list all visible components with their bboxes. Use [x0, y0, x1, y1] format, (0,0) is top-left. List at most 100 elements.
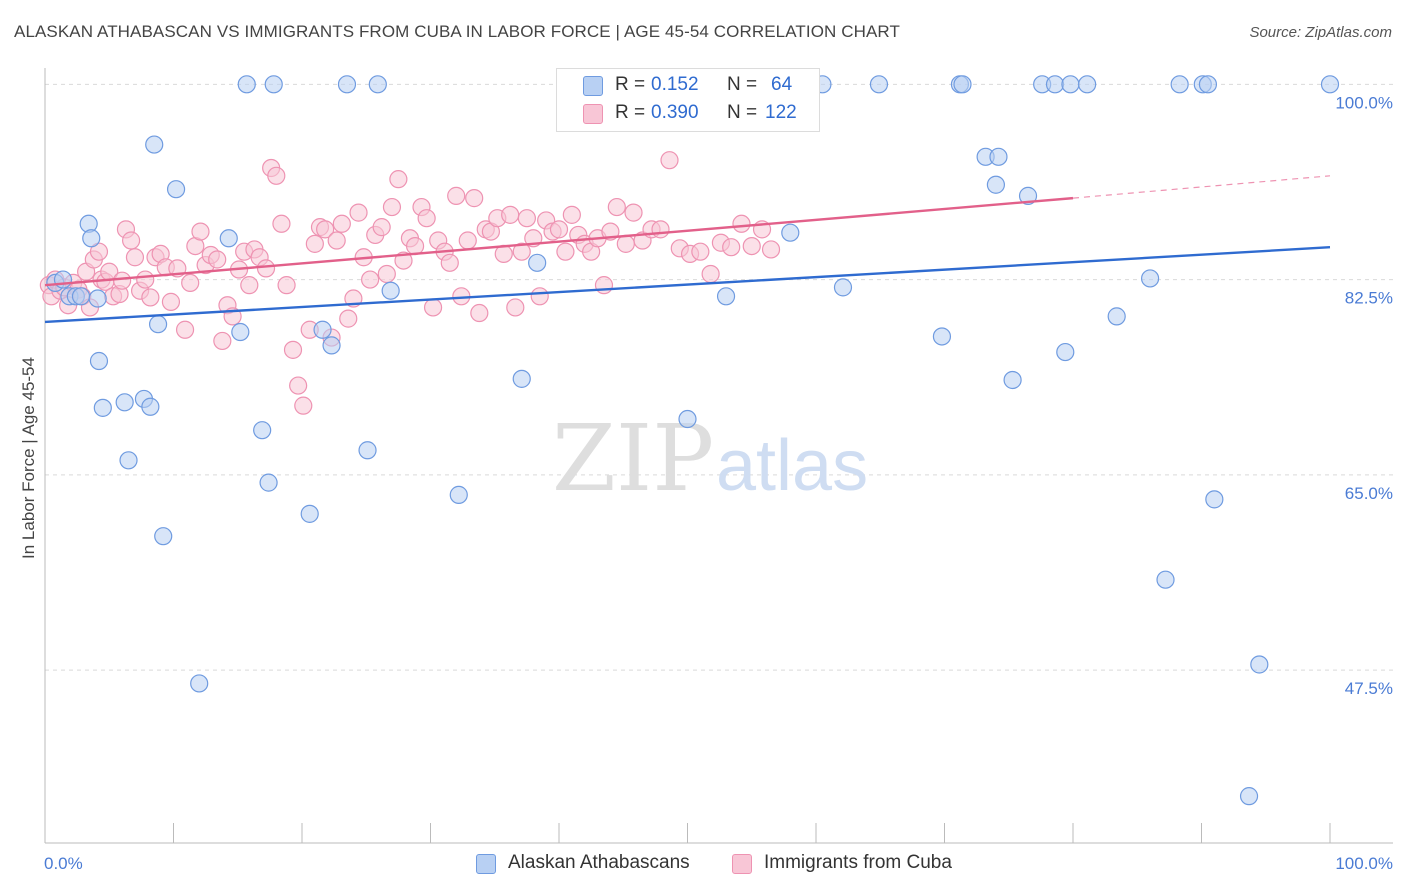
- cuba-point-79: [447, 186, 466, 205]
- cuba-point-48: [272, 214, 291, 233]
- athabascan-point-11: [119, 451, 138, 470]
- legend-swatch-blue: [583, 76, 603, 96]
- series-immigrants-from-cuba: [39, 151, 781, 415]
- athabascan-point-4: [71, 287, 91, 306]
- athabascan-point-29: [358, 441, 377, 460]
- cuba-point-56: [316, 220, 335, 239]
- athabascan-point-32: [449, 485, 468, 504]
- cuba-point-110: [651, 220, 670, 239]
- athabascan-point-48: [1018, 186, 1038, 205]
- x-tick-label-min: 0.0%: [44, 854, 83, 873]
- cuba-point-119: [742, 236, 761, 256]
- athabascan-point-63: [1320, 75, 1340, 94]
- cuba-point-117: [722, 238, 741, 257]
- cuba-point-105: [607, 197, 626, 217]
- athabascan-point-39: [833, 278, 853, 297]
- cuba-point-45: [256, 259, 276, 278]
- athabascan-point-43: [953, 75, 972, 94]
- watermark-atlas: atlas: [716, 426, 868, 506]
- athabascan-point-28: [337, 75, 357, 94]
- x-tick-label-max: 100.0%: [1335, 854, 1393, 873]
- athabascan-point-23: [259, 473, 278, 492]
- cuba-point-20: [121, 231, 141, 250]
- athabascan-point-17: [166, 180, 186, 199]
- trend-line-cuba: [44, 196, 1074, 287]
- athabascan-point-47: [1003, 370, 1022, 390]
- athabascan-point-46: [989, 147, 1008, 166]
- athabascan-point-30: [368, 75, 387, 94]
- athabascan-point-53: [1078, 75, 1097, 94]
- y-tick-label-0: 47.5%: [1345, 679, 1393, 698]
- cuba-point-24: [141, 288, 160, 307]
- y-tick-labels: 47.5% 65.0% 82.5% 100.0%: [1335, 93, 1393, 698]
- athabascan-point-14: [145, 135, 164, 154]
- cuba-point-66: [372, 218, 391, 237]
- cuba-point-58: [327, 231, 346, 250]
- cuba-point-67: [377, 264, 396, 284]
- athabascan-point-45: [986, 175, 1006, 194]
- cuba-point-81: [458, 231, 477, 250]
- cuba-point-106: [616, 234, 635, 253]
- cuba-point-114: [691, 242, 710, 261]
- legend-swatch-pink: [732, 854, 752, 874]
- cuba-point-21: [125, 248, 145, 267]
- athabascan-point-35: [678, 409, 697, 429]
- cuba-point-115: [701, 264, 720, 284]
- athabascan-point-9: [93, 398, 112, 417]
- cuba-point-74: [417, 209, 436, 228]
- cuba-point-96: [549, 220, 569, 239]
- legend-n-label: N =: [727, 74, 758, 95]
- legend-row-cuba: R = 0.390 N = 122: [557, 101, 819, 127]
- trend-line-athabascan: [44, 246, 1331, 324]
- legend-n-label: N =: [727, 102, 758, 123]
- athabascan-point-27: [322, 336, 341, 355]
- cuba-point-60: [339, 309, 358, 328]
- axes: [44, 68, 1393, 844]
- cuba-point-68: [382, 197, 402, 217]
- cuba-point-89: [506, 298, 525, 317]
- athabascan-point-33: [512, 369, 531, 388]
- cuba-point-42: [240, 276, 259, 295]
- stats-legend: R = 0.152 N = 64 R = 0.390 N = 122: [556, 68, 820, 132]
- cuba-point-47: [267, 166, 286, 185]
- athabascan-point-61: [1239, 787, 1259, 806]
- cuba-point-37: [213, 331, 232, 351]
- legend-n-value: 122: [765, 102, 797, 123]
- cuba-point-69: [389, 170, 408, 189]
- athabascan-point-52: [1061, 75, 1080, 94]
- cuba-point-103: [594, 276, 614, 295]
- y-tick-label-3: 100.0%: [1335, 93, 1393, 112]
- athabascan-point-57: [1170, 75, 1189, 94]
- cuba-point-12: [89, 242, 109, 261]
- cuba-point-75: [423, 298, 443, 317]
- series-alaskan-athabascans: [46, 75, 1340, 806]
- athabascan-point-59: [1198, 75, 1218, 94]
- cuba-point-97: [556, 242, 575, 261]
- cuba-point-31: [181, 273, 200, 293]
- cuba-point-30: [175, 320, 195, 339]
- athabascan-point-50: [1045, 75, 1065, 94]
- athabascan-point-18: [190, 674, 209, 693]
- athabascan-point-10: [115, 393, 134, 412]
- trend-line-cuba-extension: [1072, 175, 1331, 199]
- athabascan-point-24: [264, 75, 283, 94]
- legend-label: Immigrants from Cuba: [764, 852, 952, 873]
- cuba-point-23: [136, 270, 155, 289]
- cuba-point-64: [361, 270, 380, 289]
- cuba-point-62: [349, 203, 368, 222]
- athabascan-point-19: [219, 229, 238, 248]
- legend-r-label: R =: [615, 74, 646, 95]
- cuba-point-90: [512, 242, 531, 261]
- legend-label: Alaskan Athabascans: [508, 852, 690, 873]
- athabascan-point-22: [253, 421, 272, 440]
- cuba-point-98: [562, 205, 581, 224]
- cuba-point-50: [283, 340, 303, 359]
- athabascan-point-60: [1205, 490, 1224, 509]
- athabascan-point-37: [781, 223, 800, 242]
- athabascan-point-40: [869, 75, 889, 94]
- cuba-point-83: [470, 303, 489, 323]
- athabascan-point-6: [82, 229, 101, 248]
- cuba-point-82: [465, 189, 484, 208]
- cuba-point-18: [112, 271, 132, 290]
